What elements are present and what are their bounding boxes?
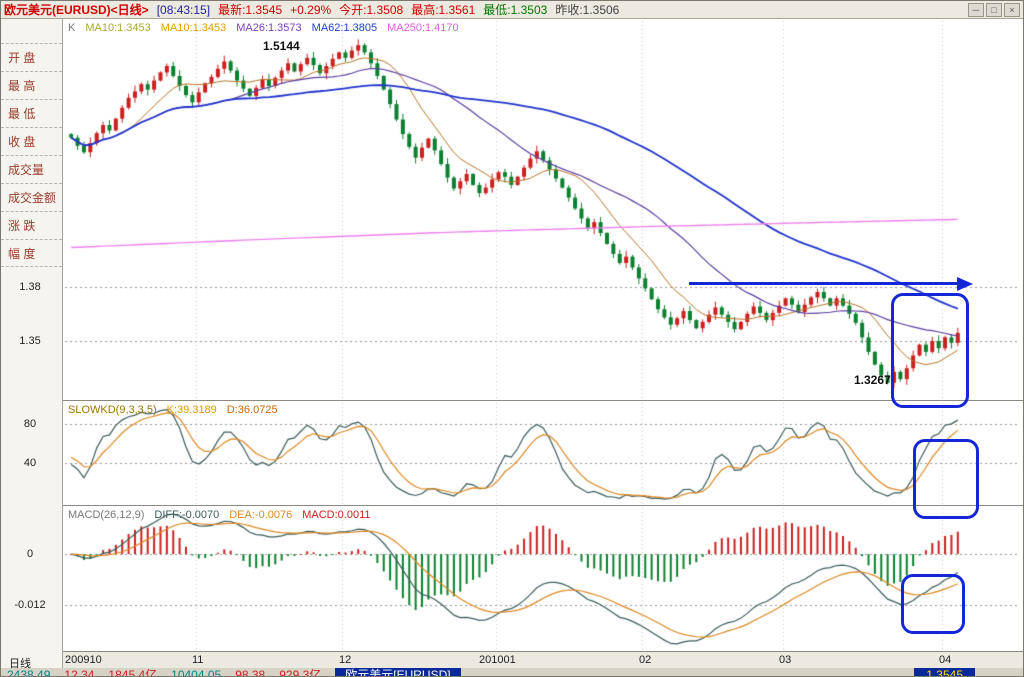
status-index-2: 10404.05	[171, 668, 222, 677]
macd-legend-name: MACD(26,12,9)	[68, 509, 145, 521]
month-label: 11	[192, 654, 204, 666]
symbol-title: 欧元美元(EURUSD)<日线>	[4, 3, 149, 17]
status-change-2: 98.38	[235, 668, 266, 677]
quote-low: 最低:1.3503	[483, 3, 548, 17]
field-label-high: 最 高	[1, 71, 62, 99]
price-label-0: 1.38	[19, 281, 41, 293]
month-label: 201001	[479, 654, 516, 666]
legend-ma250: MA250:1.4170	[387, 22, 459, 34]
quote-time: [08:43:15]	[156, 2, 211, 17]
window-controls: ─ □ ×	[968, 2, 1020, 17]
kd-chart-canvas[interactable]	[63, 401, 1021, 506]
chart-column: K MA10:1.3453 MA10:1.3453 MA26:1.3573 MA…	[63, 19, 1023, 668]
kd-legend-name: SLOWKD(9,3,3,5)	[68, 404, 157, 416]
titlebar: 欧元美元(EURUSD)<日线> [08:43:15] 最新:1.3545 +0…	[1, 1, 1023, 19]
field-label-open: 开 盘	[1, 43, 62, 71]
legend-ma10b: MA10:1.3453	[160, 22, 227, 34]
restore-button[interactable]: □	[986, 2, 1002, 17]
month-label: 02	[639, 654, 652, 666]
macd-label-1: -0.012	[14, 599, 46, 611]
macd-label-0: 0	[26, 548, 34, 560]
main-chart-panel: K MA10:1.3453 MA10:1.3453 MA26:1.3573 MA…	[63, 19, 1023, 401]
main-chart-canvas[interactable]	[63, 19, 1021, 401]
macd-legend: MACD(26,12,9) DIFF:-0.0070 DEA:-0.0076 M…	[68, 509, 371, 521]
kd-label-0: 80	[23, 418, 37, 430]
time-axis: 200910 11 12 201001 02 03 04	[63, 652, 1023, 668]
status-change-1: 12.34	[64, 668, 95, 677]
sidebar-quote-fields: 开 盘 最 高 最 低 收 盘 成交量 成交金额 涨 跌 幅 度 1.38 1.…	[1, 19, 63, 670]
quote-high: 最高:1.3561	[411, 3, 476, 17]
field-label-amplitude: 幅 度	[1, 239, 62, 267]
month-label: 200910	[65, 654, 102, 666]
kd-indicator-panel: SLOWKD(9,3,3,5) K:39.3189 D:36.0725	[63, 401, 1023, 506]
main-chart-legend: K MA10:1.3453 MA10:1.3453 MA26:1.3573 MA…	[68, 22, 459, 34]
highlight-rect-kd[interactable]	[913, 439, 979, 519]
macd-legend-diff: DIFF:-0.0070	[154, 509, 220, 521]
trend-arrow-line[interactable]	[689, 282, 959, 285]
legend-ma10a: MA10:1.3453	[85, 22, 151, 34]
status-turnover-2: 929.3亿	[279, 668, 322, 677]
quote-change-percent: +0.29%	[290, 2, 332, 17]
macd-legend-dea: DEA:-0.0076	[229, 509, 293, 521]
highlight-rect-macd[interactable]	[901, 574, 965, 634]
status-turnover-1: 1845.4亿	[108, 668, 158, 677]
macd-chart-canvas[interactable]	[63, 506, 1021, 652]
close-button[interactable]: ×	[1004, 2, 1020, 17]
trend-arrow-head[interactable]	[957, 277, 973, 291]
month-label: 12	[339, 654, 352, 666]
minimize-button[interactable]: ─	[968, 2, 984, 17]
legend-ma62: MA62:1.3805	[311, 22, 378, 34]
legend-ma26: MA26:1.3573	[236, 22, 302, 34]
quote-field-list: 开 盘 最 高 最 低 收 盘 成交量 成交金额 涨 跌 幅 度	[1, 43, 62, 267]
kd-label-1: 40	[23, 457, 37, 469]
highlight-rect-main[interactable]	[891, 293, 969, 408]
quote-open: 今开:1.3508	[339, 3, 404, 17]
kd-legend: SLOWKD(9,3,3,5) K:39.3189 D:36.0725	[68, 404, 278, 416]
quote-last: 最新:1.3545	[218, 3, 283, 17]
kd-legend-d: D:36.0725	[226, 404, 278, 416]
status-index-1: 2438.49	[7, 668, 51, 677]
field-label-turnover: 成交金额	[1, 183, 62, 211]
field-label-volume: 成交量	[1, 155, 62, 183]
price-label-1: 1.35	[19, 335, 41, 347]
legend-k: K	[68, 22, 76, 34]
field-label-close: 收 盘	[1, 127, 62, 155]
workspace: 开 盘 最 高 最 低 收 盘 成交量 成交金额 涨 跌 幅 度 1.38 1.…	[1, 19, 1023, 670]
period-selector[interactable]: 日线	[9, 658, 31, 670]
status-bar: 2438.49 12.34 1845.4亿 10404.05 98.38 929…	[1, 668, 1023, 677]
kd-legend-k: K:39.3189	[166, 404, 217, 416]
status-ticker-right: 1.3545	[914, 668, 975, 676]
month-label: 03	[779, 654, 792, 666]
quote-prev-close: 昨收:1.3506	[555, 3, 620, 17]
field-label-low: 最 低	[1, 99, 62, 127]
month-label: 04	[939, 654, 952, 666]
macd-indicator-panel: MACD(26,12,9) DIFF:-0.0070 DEA:-0.0076 M…	[63, 506, 1023, 652]
macd-legend-macd: MACD:0.0011	[302, 509, 371, 521]
status-ticker: 欧元美元[EURUSD]	[335, 668, 461, 676]
field-label-change: 涨 跌	[1, 211, 62, 239]
